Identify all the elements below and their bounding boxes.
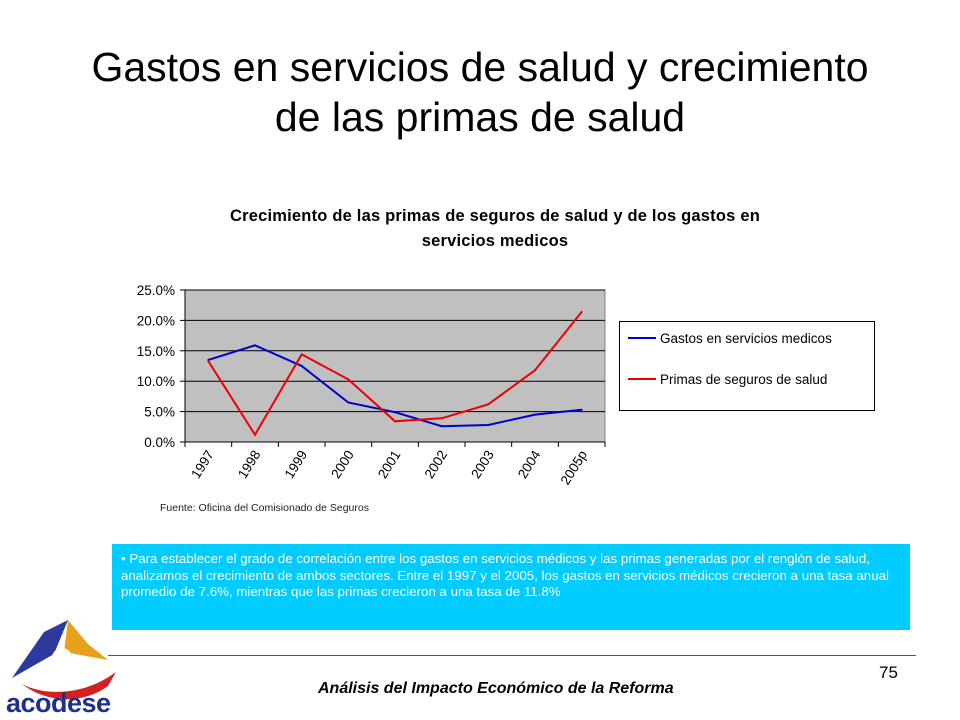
y-tick-label: 10.0%	[137, 374, 175, 389]
y-tick-label: 25.0%	[137, 283, 175, 298]
slide-title: Gastos en servicios de salud y crecimien…	[40, 42, 920, 142]
data-point	[534, 369, 536, 372]
data-point	[394, 420, 396, 423]
data-point	[347, 378, 350, 381]
x-tick-label: 1997	[188, 448, 217, 481]
y-tick-label: 5.0%	[144, 405, 175, 420]
legend-swatch-gastos	[628, 337, 656, 339]
chart-title-line-2: servicios medicos	[421, 232, 569, 250]
legend-label-primas: Primas de seguros de salud	[660, 371, 828, 387]
legend-item-gastos: Gastos en servicios medicos	[628, 328, 832, 348]
data-point	[254, 433, 256, 436]
data-point	[534, 413, 536, 416]
data-point	[487, 403, 490, 406]
legend-swatch-primas	[628, 378, 656, 380]
x-tick-label: 2005p	[558, 448, 591, 488]
x-tick-label: 2001	[375, 448, 404, 481]
plot-area	[184, 289, 606, 443]
acodese-logo-icon	[12, 620, 116, 700]
data-point	[440, 425, 443, 428]
y-tick-label: 0.0%	[144, 435, 175, 450]
footer-divider	[108, 655, 916, 656]
data-point	[580, 310, 583, 313]
slide-title-line-1: Gastos en servicios de salud y crecimien…	[91, 44, 869, 90]
x-tick-label: 2004	[515, 447, 544, 481]
data-point	[394, 411, 396, 414]
data-point	[300, 365, 303, 367]
data-point	[347, 401, 350, 404]
chart-legend: Gastos en servicios medicos Primas de se…	[619, 321, 875, 411]
source-note: Fuente: Oficina del Comisionado de Segur…	[160, 502, 369, 514]
note-box: • Para establecer el grado de correlació…	[112, 544, 910, 630]
data-point	[440, 417, 443, 420]
data-point	[580, 408, 583, 411]
x-tick-label: 1998	[235, 448, 264, 481]
data-point	[207, 360, 210, 363]
slide-title-line-2: de las primas de salud	[274, 94, 686, 140]
chart-title-line-1: Crecimiento de las primas de seguros de …	[230, 207, 760, 225]
legend-item-primas: Primas de seguros de salud	[628, 369, 827, 389]
y-tick-label: 20.0%	[137, 313, 175, 328]
legend-label-gastos: Gastos en servicios medicos	[660, 330, 832, 346]
data-point	[254, 344, 256, 347]
y-tick-label: 15.0%	[137, 344, 175, 359]
logo-wordmark: acodese	[6, 688, 111, 718]
x-tick-label: 2000	[328, 448, 357, 481]
footer-text: Análisis del Impacto Económico de la Ref…	[318, 680, 674, 697]
page-number: 75	[879, 663, 898, 682]
data-point	[300, 353, 303, 356]
chart-title: Crecimiento de las primas de seguros de …	[150, 204, 840, 254]
x-tick-label: 2002	[422, 448, 451, 481]
line-chart: 0.0% 5.0% 10.0% 15.0% 20.0% 25.0% 1997 1998 1999…	[137, 283, 606, 488]
data-point	[487, 423, 490, 426]
x-tick-label: 1999	[282, 448, 311, 481]
x-tick-label: 2003	[468, 448, 497, 481]
